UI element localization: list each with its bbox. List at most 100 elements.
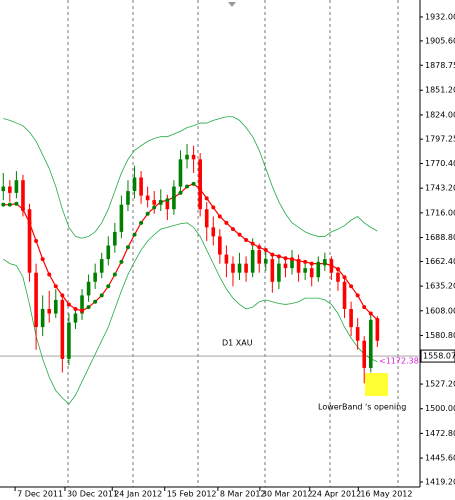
candle-body — [178, 159, 183, 187]
middle-band-dot — [342, 275, 347, 280]
middle-band-dot — [375, 317, 380, 322]
candle-body — [113, 231, 117, 246]
y-tick-label: 1635.20 — [425, 282, 455, 291]
highlight-box — [365, 373, 388, 396]
candle-body — [231, 263, 235, 273]
middle-band-dot — [303, 259, 308, 264]
candle-body — [290, 259, 294, 269]
middle-band-dot — [125, 245, 130, 250]
current-price-box — [420, 349, 455, 363]
x-tick-label: 16 May 2012 — [360, 490, 412, 499]
middle-band-dot — [263, 248, 268, 253]
candle-body — [53, 299, 58, 314]
y-tick-label: 1688.80 — [425, 233, 455, 242]
middle-band-dot — [335, 267, 340, 272]
middle-band-dot — [7, 202, 12, 207]
y-tick-label: 1608.00 — [425, 306, 455, 315]
candle-body — [126, 191, 130, 205]
x-tick-label: 30 Mar 2012 — [262, 490, 313, 499]
y-tick-label: 1472.80 — [425, 429, 455, 438]
middle-band-dot — [1, 202, 6, 207]
candle-body — [119, 204, 124, 232]
y-tick-label: 1662.40 — [425, 257, 455, 266]
middle-band-dot — [66, 302, 71, 307]
candle-body — [303, 268, 307, 273]
candle-body — [244, 263, 248, 273]
candle-body — [198, 159, 202, 210]
candle-body — [375, 319, 380, 341]
middle-band-dot — [368, 311, 373, 316]
middle-band-dot — [60, 293, 65, 298]
candle-body — [40, 308, 45, 328]
middle-band-dot — [119, 259, 124, 264]
annotation: LowerBand 's opening — [318, 403, 406, 412]
middle-band-dot — [296, 258, 301, 263]
middle-band-dot — [211, 205, 216, 210]
candle-body — [316, 263, 321, 278]
candle-body — [296, 259, 301, 273]
middle-band-dot — [106, 284, 111, 289]
middle-band-dot — [185, 184, 190, 189]
y-tick-label: 1905.60 — [425, 36, 455, 45]
y-tick-label: 1797.25 — [425, 135, 455, 144]
middle-band-dot — [145, 211, 150, 216]
candle-body — [152, 200, 157, 205]
middle-band-dot — [309, 261, 314, 266]
y-tick-label: 1878.75 — [425, 61, 455, 70]
candle-body — [67, 322, 71, 359]
y-tick-label: 1580.80 — [425, 331, 455, 340]
candle-body — [250, 250, 255, 273]
candle-body — [93, 272, 97, 282]
candle-body — [21, 180, 25, 210]
band-upper — [3, 116, 378, 239]
middle-band-dot — [171, 195, 176, 200]
x-tick-label: 24 Jan 2012 — [114, 490, 162, 499]
candle-body — [27, 209, 32, 273]
candle-body — [14, 180, 19, 193]
candle-body — [323, 259, 327, 264]
y-tick-label: 1527.20 — [425, 380, 455, 389]
middle-band-dot — [237, 232, 242, 237]
candle-body — [218, 236, 222, 255]
candle-body — [270, 259, 275, 282]
candle-body — [191, 154, 196, 160]
middle-band-dot — [270, 252, 275, 257]
shift-marker — [228, 2, 236, 7]
y-tick-label: 1716.00 — [425, 208, 455, 217]
candle-body — [283, 263, 288, 269]
annotation: <1172.38 — [379, 357, 419, 366]
y-tick-label: 1851.20 — [425, 86, 455, 95]
band-middle — [3, 183, 378, 321]
middle-band-dot — [27, 220, 32, 225]
middle-band-dot — [244, 238, 249, 243]
current-price-label: 1558.07 — [423, 352, 455, 361]
middle-band-dot — [198, 187, 203, 192]
candle-body — [224, 254, 229, 264]
candle-body — [8, 186, 12, 193]
middle-band-dot — [14, 201, 19, 206]
candle-body — [277, 263, 281, 282]
middle-band-dot — [362, 305, 367, 310]
candle-body — [1, 186, 6, 192]
x-tick-label: 30 Dec 2011 — [67, 490, 118, 499]
candle-body — [47, 308, 52, 314]
middle-band-dot — [257, 245, 262, 250]
middle-band-dot — [132, 232, 137, 237]
candle-body — [309, 268, 314, 278]
middle-band-dot — [165, 198, 170, 203]
candle-body — [362, 340, 367, 368]
candle-body — [80, 295, 84, 314]
y-tick-label: 1770.40 — [425, 159, 455, 168]
candle-body — [336, 272, 340, 282]
y-tick-label: 1500.00 — [425, 404, 455, 413]
candle-body — [145, 195, 150, 201]
candle-body — [237, 263, 242, 273]
middle-band-dot — [316, 261, 321, 266]
middle-band-dot — [349, 284, 354, 289]
middle-band-dot — [158, 199, 163, 204]
middle-band-dot — [217, 214, 222, 219]
y-tick-label: 1445.60 — [425, 454, 455, 463]
